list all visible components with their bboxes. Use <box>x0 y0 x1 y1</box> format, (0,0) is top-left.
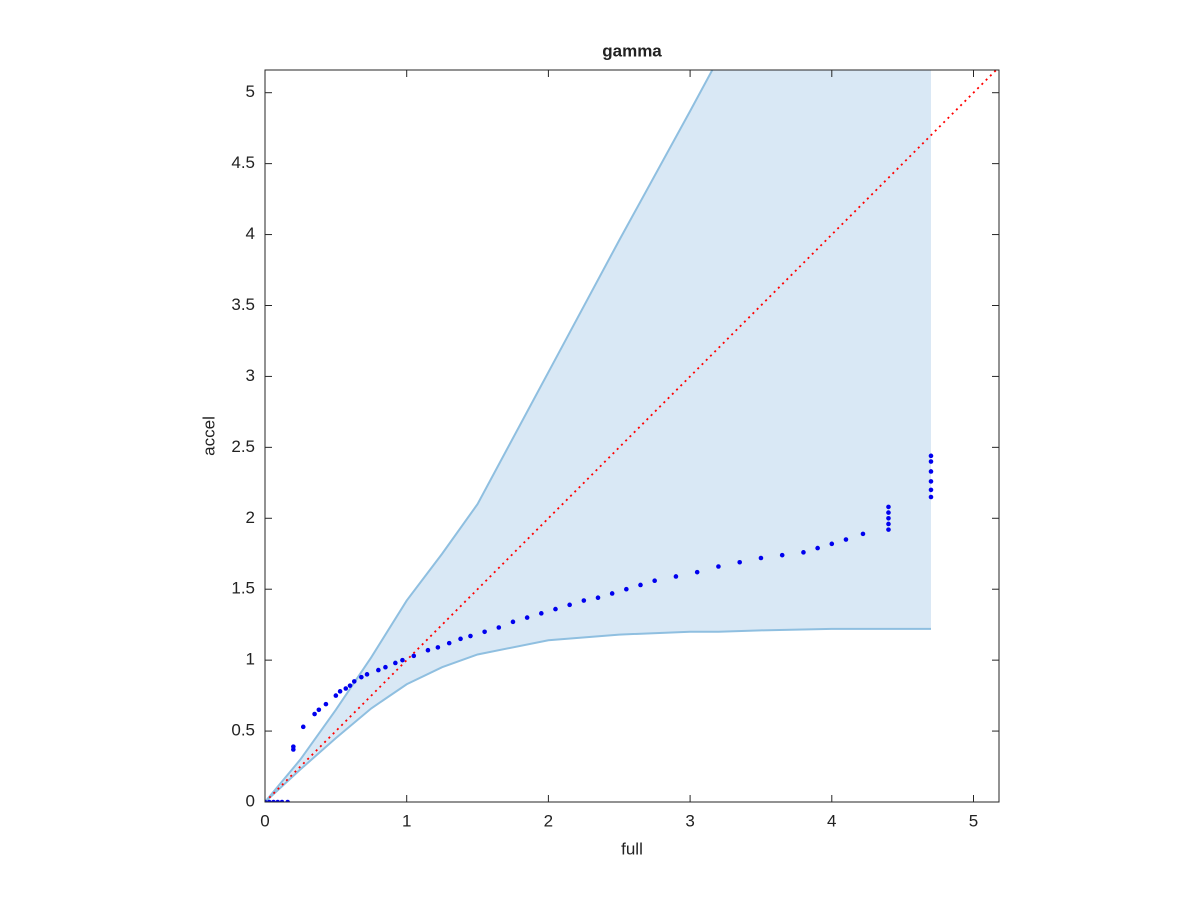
point <box>359 674 364 680</box>
y-tick-label: 4 <box>246 224 255 243</box>
point <box>539 611 544 616</box>
point <box>323 701 329 707</box>
point <box>458 636 463 642</box>
point <box>393 660 398 666</box>
point <box>435 645 441 650</box>
point <box>779 552 785 558</box>
y-tick-label: 3 <box>246 366 255 385</box>
point <box>928 469 934 474</box>
point <box>300 724 306 730</box>
point <box>928 479 934 484</box>
point <box>524 615 530 620</box>
point <box>843 537 849 542</box>
x-tick-label: 2 <box>544 811 553 830</box>
point <box>482 629 487 635</box>
point <box>886 504 891 510</box>
point <box>337 689 343 694</box>
point <box>285 799 290 802</box>
point <box>343 686 349 691</box>
point <box>347 683 353 688</box>
point <box>553 606 558 612</box>
plot-frame <box>264 69 1000 803</box>
point <box>468 633 473 639</box>
x-tick-label: 3 <box>685 811 694 830</box>
point <box>581 598 587 603</box>
y-axis-label: accel <box>199 416 218 456</box>
y-tick-label: 1.5 <box>231 579 255 598</box>
point <box>411 653 417 659</box>
point <box>510 619 516 625</box>
band-fill <box>265 70 931 802</box>
axes: 0 1 2 3 4 5 0 0.5 1 1.5 2 2.5 3 3.5 4 4.5 5 <box>231 69 1000 830</box>
point <box>801 550 806 555</box>
point <box>928 487 934 493</box>
point <box>716 564 721 569</box>
point <box>567 602 572 608</box>
point <box>383 664 388 670</box>
y-tick-label: 0 <box>246 791 255 810</box>
point <box>673 574 679 579</box>
point <box>400 657 405 663</box>
point <box>886 510 891 515</box>
point <box>638 582 643 588</box>
point <box>928 453 934 459</box>
y-tick-label: 4.5 <box>231 153 255 172</box>
point <box>758 555 764 561</box>
band-lower-edge <box>265 627 931 802</box>
x-tick-label: 5 <box>969 811 978 830</box>
chart-title: gamma <box>602 41 662 60</box>
point <box>275 799 281 802</box>
x-tick-label: 1 <box>402 811 411 830</box>
point <box>333 693 339 698</box>
y-tick-label: 0.5 <box>231 721 255 740</box>
point <box>446 640 452 646</box>
point <box>265 799 268 802</box>
point <box>316 707 322 713</box>
point <box>928 494 934 500</box>
x-tick-label: 0 <box>260 811 269 830</box>
point <box>886 515 891 521</box>
point <box>694 569 700 575</box>
x-axis-label: full <box>621 839 643 858</box>
x-tick-label: 4 <box>827 811 836 830</box>
y-tick-label: 1 <box>246 650 255 669</box>
point <box>271 799 276 802</box>
point <box>312 711 317 717</box>
plot-area <box>265 70 998 802</box>
point <box>886 527 891 532</box>
point <box>609 591 615 596</box>
point <box>860 531 866 537</box>
y-tick-label: 2.5 <box>231 437 255 456</box>
point <box>291 744 296 749</box>
point <box>829 541 835 547</box>
point <box>376 667 381 673</box>
point <box>364 672 370 677</box>
point <box>624 586 629 592</box>
point <box>815 545 820 551</box>
point <box>496 625 502 630</box>
reference-line <box>265 70 998 802</box>
point <box>737 559 742 565</box>
point <box>652 578 657 583</box>
y-tick-label: 5 <box>246 82 255 101</box>
point <box>595 595 601 601</box>
point <box>928 459 934 464</box>
point <box>266 799 272 802</box>
point <box>279 799 285 802</box>
y-tick-label: 3.5 <box>231 295 255 314</box>
point <box>886 521 891 527</box>
point <box>425 647 431 653</box>
band-upper-edge <box>265 70 714 802</box>
point <box>351 679 357 684</box>
y-tick-label: 2 <box>246 508 255 527</box>
